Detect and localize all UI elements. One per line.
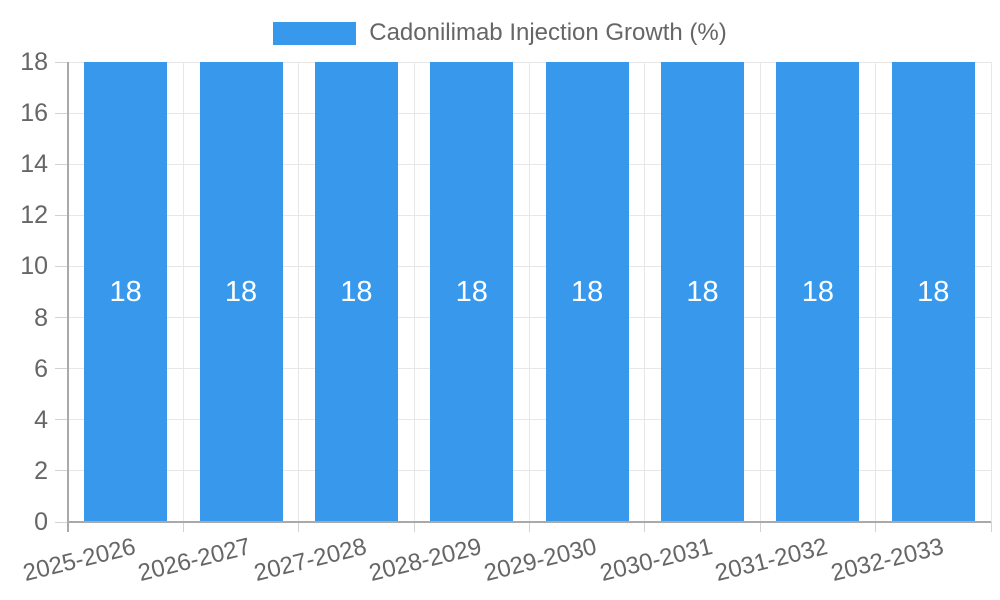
y-tick-mark [55, 112, 68, 114]
bar[interactable]: 18 [199, 62, 283, 522]
x-tick-mark [529, 522, 530, 532]
y-axis-tick-label: 8 [34, 303, 48, 332]
y-axis-tick-label: 12 [20, 201, 48, 230]
y-axis-line [67, 62, 69, 532]
y-axis-tick-label: 16 [20, 99, 48, 128]
x-axis-tick-label: 2026-2027 [135, 533, 254, 587]
x-tick-mark [413, 522, 415, 532]
bar-value-label: 18 [686, 275, 719, 308]
bar-value-label: 18 [917, 275, 950, 308]
y-axis-tick-label: 10 [20, 252, 48, 281]
x-gridline [182, 62, 184, 522]
bar[interactable]: 18 [430, 62, 514, 522]
bar-value-label: 18 [340, 275, 373, 308]
legend-item[interactable]: Cadonilimab Injection Growth (%) [273, 19, 727, 47]
x-gridline [413, 62, 415, 522]
x-tick-mark [644, 522, 646, 532]
y-axis-tick-label: 14 [20, 150, 48, 179]
bar-value-label: 18 [224, 275, 258, 308]
x-tick-mark [990, 522, 992, 532]
x-axis-tick-label: 2032-2033 [827, 533, 946, 587]
y-axis-tick-label: 18 [20, 48, 48, 76]
bar-value-label: 18 [801, 275, 835, 308]
x-tick-mark [875, 522, 877, 532]
x-axis-tick-label: 2025-2026 [20, 533, 139, 587]
bar-value-label: 18 [455, 275, 488, 308]
x-gridline [990, 62, 992, 522]
x-axis-tick-label: 2027-2028 [251, 533, 369, 587]
x-tick-mark [759, 522, 761, 532]
bar[interactable]: 18 [891, 62, 975, 522]
x-axis-tick-label: 2029-2030 [481, 533, 600, 587]
x-gridline [875, 62, 877, 522]
bar[interactable]: 18 [84, 62, 168, 522]
y-tick-mark [55, 470, 68, 472]
x-axis-line [68, 521, 991, 523]
y-tick-mark [55, 368, 68, 370]
x-tick-mark [298, 522, 300, 532]
x-axis-tick-label: 2031-2032 [712, 533, 831, 587]
y-tick-mark [55, 214, 68, 216]
x-axis-tick-label: 2028-2029 [366, 533, 485, 587]
y-tick-mark [55, 317, 68, 319]
y-axis-tick-label: 0 [34, 508, 48, 536]
bar-value-label: 18 [109, 275, 142, 308]
legend-label: Cadonilimab Injection Growth (%) [369, 19, 727, 46]
bar[interactable]: 18 [545, 62, 629, 522]
y-tick-mark [55, 61, 68, 63]
bar[interactable]: 18 [776, 62, 860, 522]
x-axis-tick-label: 2030-2031 [597, 533, 716, 587]
x-gridline [644, 62, 646, 522]
bar-value-label: 18 [571, 275, 604, 308]
bar[interactable]: 18 [661, 62, 745, 522]
y-tick-mark [55, 521, 68, 523]
bar[interactable]: 18 [314, 62, 398, 522]
y-axis-tick-label: 4 [34, 405, 48, 434]
y-axis-tick-label: 2 [34, 456, 48, 485]
y-tick-mark [55, 265, 68, 267]
legend-swatch [273, 21, 357, 45]
x-gridline [759, 62, 761, 522]
x-gridline [298, 62, 300, 522]
y-tick-mark [55, 163, 68, 165]
y-tick-mark [55, 419, 68, 421]
x-gridline [529, 62, 530, 522]
x-tick-mark [182, 522, 184, 532]
y-axis-tick-label: 6 [34, 354, 48, 383]
chart-legend: Cadonilimab Injection Growth (%) [0, 19, 1000, 47]
